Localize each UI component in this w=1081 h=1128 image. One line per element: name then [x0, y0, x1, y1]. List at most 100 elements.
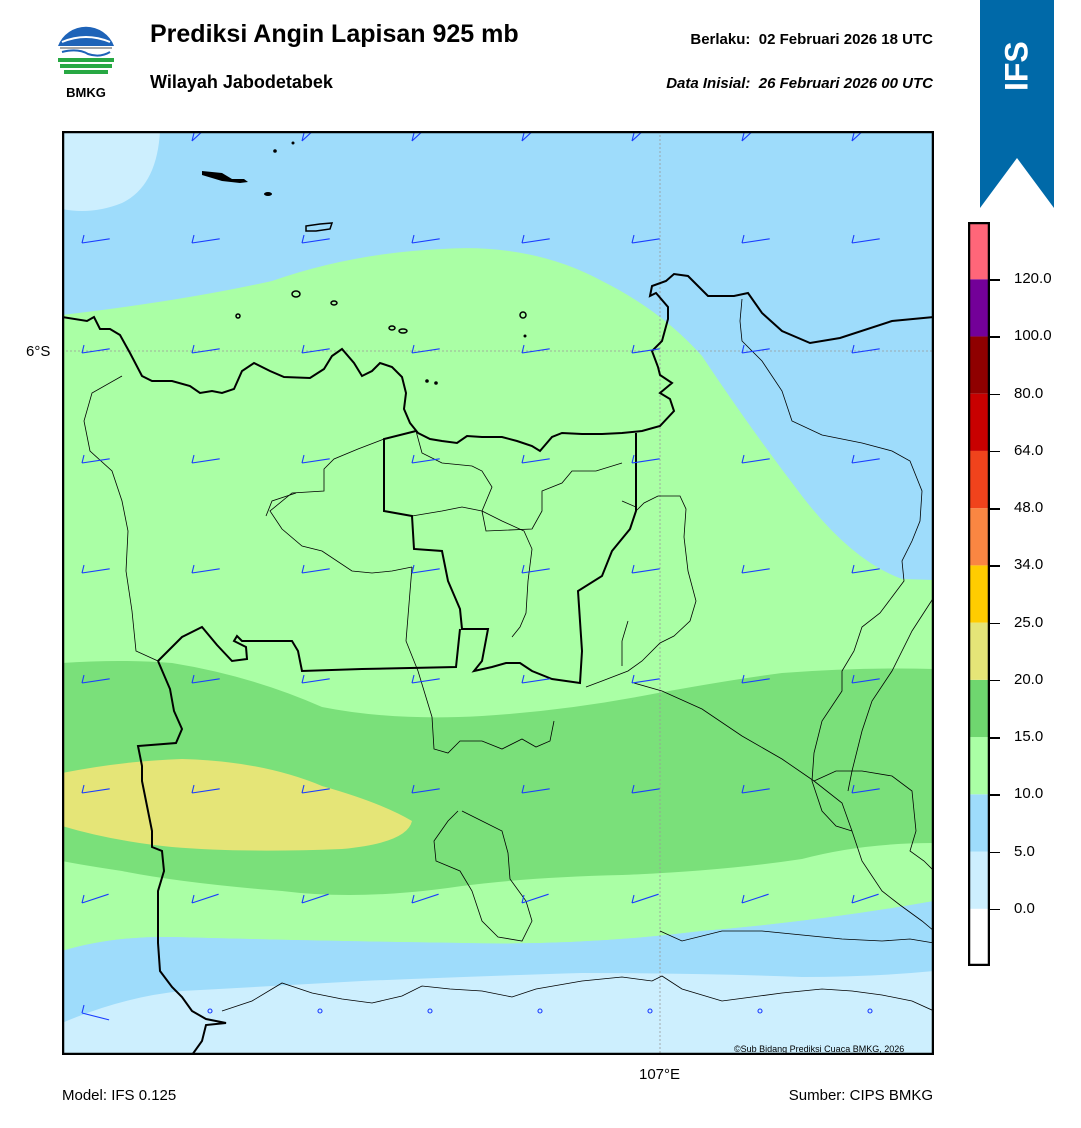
- wind-barb: [631, 893, 659, 904]
- wind-barb: [191, 344, 220, 354]
- district-boundary: [585, 495, 697, 688]
- wind-barb: [851, 454, 880, 464]
- page-title: Prediksi Angin Lapisan 925 mb: [150, 20, 519, 48]
- wind-barb: [301, 893, 329, 904]
- colorbar: [968, 222, 990, 966]
- map-frame-border: [62, 131, 934, 1055]
- colorbar-segment: [968, 908, 990, 966]
- colorbar-tick-label: 15.0: [1014, 728, 1044, 746]
- wind-barb: [631, 674, 660, 684]
- wind-barb: [191, 234, 220, 244]
- colorbar-tick: [990, 851, 1000, 854]
- colorbar-segment: [968, 450, 990, 509]
- colorbar-tick-label: 20.0: [1014, 670, 1044, 688]
- colorbar-tick: [990, 279, 1000, 281]
- wind-barb: [81, 234, 110, 244]
- wind-barb: [81, 893, 109, 904]
- colorbar-segment: [968, 508, 990, 566]
- colorbar-segment: [968, 794, 990, 852]
- wind-band-20-25: [62, 759, 412, 851]
- wind-barb: [521, 674, 550, 684]
- wind-barb: [851, 344, 880, 354]
- wind-barb: [631, 784, 660, 794]
- wind-barb: [741, 454, 770, 464]
- wind-barb: [521, 564, 550, 574]
- district-boundary: [411, 506, 483, 517]
- calm-wind-marker: [867, 1008, 873, 1014]
- island: [291, 141, 295, 145]
- calm-wind-marker: [647, 1008, 653, 1014]
- wind-barb: [411, 674, 440, 684]
- district-boundary: [83, 375, 159, 662]
- wind-barb: [81, 344, 110, 354]
- island: [305, 222, 334, 232]
- colorbar-tick-label: 64.0: [1014, 441, 1044, 459]
- calm-wind-marker: [427, 1008, 433, 1014]
- district-boundary: [265, 492, 297, 517]
- wind-barb: [631, 344, 660, 354]
- lat-label: 6°S: [26, 343, 51, 360]
- wind-barb: [81, 674, 110, 684]
- wind-barb: [301, 454, 330, 464]
- wind-barb: [81, 784, 110, 794]
- wind-barb: [191, 454, 220, 464]
- colorbar-tick: [990, 908, 1000, 911]
- wind-barb: [851, 234, 880, 244]
- colorbar-tick-label: 80.0: [1014, 384, 1044, 402]
- copyright-text: ©Sub Bidang Prediksi Cuaca BMKG, 2026: [734, 1044, 904, 1054]
- island: [523, 334, 527, 338]
- district-boundary: [659, 930, 934, 944]
- wind-barb: [191, 784, 220, 794]
- district-boundary: [633, 682, 934, 932]
- init-label: Data Inisial:: [666, 75, 751, 92]
- district-boundary: [621, 500, 637, 508]
- colorbar-tick-label: 25.0: [1014, 613, 1044, 631]
- colorbar-tick: [990, 737, 1000, 739]
- colorbar-tick-label: 48.0: [1014, 499, 1044, 517]
- colorbar-tick-label: 5.0: [1014, 842, 1035, 860]
- wind-barb: [191, 564, 220, 574]
- colorbar-segment: [968, 679, 990, 738]
- district-boundary: [405, 566, 555, 754]
- colorbar-tick-label: 100.0: [1014, 327, 1052, 345]
- island: [434, 381, 438, 385]
- island: [398, 328, 408, 334]
- island: [425, 379, 429, 383]
- wind-barb: [81, 564, 110, 574]
- wind-barb: [851, 564, 880, 574]
- district-boundary: [813, 770, 934, 872]
- colorbar-segment: [968, 393, 990, 451]
- wind-barb: [411, 344, 440, 354]
- wind-barb: [631, 454, 660, 464]
- wind-barb: [741, 674, 770, 684]
- wind-band-0-5-south: [62, 971, 934, 1055]
- district-boundary: [481, 510, 533, 638]
- province-boundary: [157, 625, 461, 673]
- wind-barb: [741, 344, 770, 354]
- wind-barb: [411, 234, 440, 244]
- wind-barb: [631, 564, 660, 574]
- model-label: Model: IFS 0.125: [62, 1087, 177, 1104]
- source-label: Sumber: CIPS BMKG: [788, 1087, 933, 1104]
- colorbar-tick: [990, 336, 1000, 338]
- colorbar-segment: [968, 279, 990, 337]
- valid-label: Berlaku:: [690, 31, 751, 48]
- wind-barb: [741, 234, 770, 244]
- colorbar-tick-label: 120.0: [1014, 270, 1052, 288]
- district-boundary: [269, 438, 413, 574]
- wind-band-0-5-corner: [62, 131, 160, 211]
- wind-map: ©Sub Bidang Prediksi Cuaca BMKG, 2026: [62, 131, 934, 1055]
- wind-barbs: [81, 131, 880, 1021]
- wind-barb: [521, 454, 550, 464]
- logo-text: BMKG: [66, 85, 106, 100]
- district-boundary: [739, 298, 923, 832]
- colorbar-segment: [968, 851, 990, 909]
- wind-barb: [191, 674, 220, 684]
- wind-barb: [301, 674, 330, 684]
- wind-barb: [411, 893, 439, 904]
- colorbar-tick: [990, 794, 1000, 796]
- island: [273, 149, 277, 153]
- colorbar-tick-label: 34.0: [1014, 556, 1044, 574]
- calm-wind-marker: [757, 1008, 763, 1014]
- colorbar-tick: [990, 450, 1000, 453]
